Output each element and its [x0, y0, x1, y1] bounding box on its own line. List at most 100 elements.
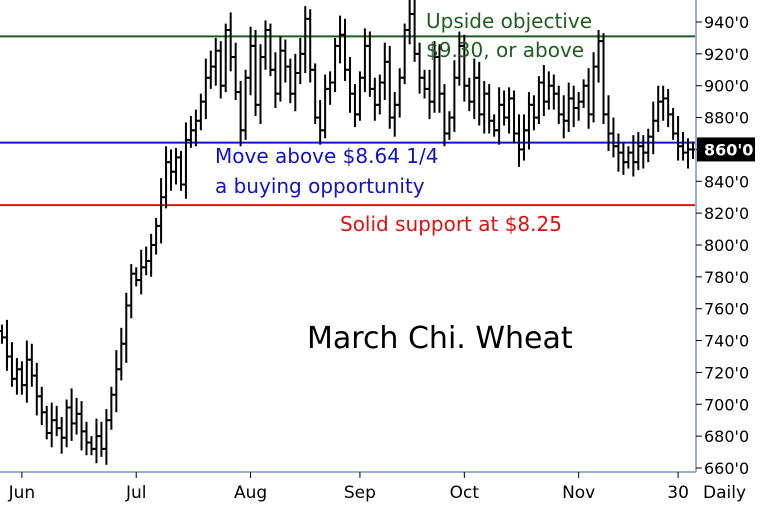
ohlc-bar: [426, 69, 433, 120]
ohlc-bar: [227, 12, 234, 72]
y-tick-label: 760'0: [704, 300, 749, 319]
ohlc-bar: [123, 292, 130, 363]
ohlc-bar: [272, 52, 279, 109]
ohlc-bar: [222, 23, 229, 93]
ohlc-bar: [53, 405, 60, 437]
ohlc-bar: [530, 95, 537, 131]
ohlc-bar: [610, 117, 617, 158]
ohlc-bar: [68, 388, 75, 441]
ohlc-bar: [282, 39, 289, 83]
ohlc-bar: [237, 80, 244, 147]
axes: 660'0 680'0 700'0 720'0 740'0 760'0 780'0 800'0…: [0, 0, 755, 503]
ohlc-bar: [411, 0, 418, 62]
ohlc-bar: [277, 36, 284, 102]
ohlc-bar: [660, 85, 667, 121]
ohlc-bar: [78, 401, 85, 451]
ohlc-bar: [43, 405, 50, 440]
x-tick-label: Sep: [344, 483, 376, 503]
x-tick-label: 30: [667, 483, 689, 503]
y-tick-label: 740'0: [704, 332, 749, 351]
ohlc-bar: [267, 23, 274, 77]
ohlc-bar: [356, 71, 363, 121]
ohlc-bar: [182, 122, 189, 199]
ohlc-bar: [148, 233, 155, 277]
ohlc-bar: [98, 421, 105, 457]
ohlc-bar: [401, 23, 408, 85]
ohlc-bar: [361, 28, 368, 93]
ohlc-bar: [0, 324, 5, 344]
ohlc-bar: [342, 18, 349, 81]
ohlc-bar: [202, 58, 209, 120]
ohlc-bar: [376, 74, 383, 115]
ohlc-bar: [486, 84, 493, 134]
y-tick-label: 800'0: [704, 236, 749, 255]
annotation-objective-line1: Upside objective: [426, 9, 592, 33]
ohlc-bar: [600, 33, 607, 124]
ohlc-bar: [441, 84, 448, 147]
y-tick-label: 900'0: [704, 77, 749, 96]
ohlc-bar: [8, 342, 15, 387]
ohlc-bar: [580, 79, 587, 109]
ohlc-bar: [565, 82, 572, 132]
ohlc-bar: [555, 85, 562, 124]
ohlc-bar: [3, 319, 10, 371]
ohlc-bar: [48, 402, 55, 448]
ohlc-bar: [595, 29, 602, 83]
ohlc-bar: [471, 58, 478, 120]
last-price-label: 860'0: [704, 140, 753, 159]
ohlc-bar: [38, 386, 45, 425]
ohlc-bar: [516, 114, 523, 167]
y-tick-label: 680'0: [704, 427, 749, 446]
ohlc-bar: [525, 92, 532, 150]
ohlc-bar: [58, 417, 65, 454]
ohlc-bar: [545, 71, 552, 110]
ohlc-bar: [327, 71, 334, 105]
ohlc-bar: [13, 358, 20, 395]
ohlc-bar: [128, 264, 135, 319]
y-tick-label: 840'0: [704, 172, 749, 191]
ohlc-bar: [476, 61, 483, 126]
reference-lines: [0, 35, 695, 207]
ohlc-bar: [242, 69, 249, 140]
ohlc-bar: [113, 350, 120, 413]
ohlc-bar: [496, 87, 503, 145]
ohlc-bar: [337, 15, 344, 64]
ohlc-bar: [73, 397, 80, 435]
ohlc-bar: [118, 327, 125, 381]
ohlc-bar: [287, 58, 294, 104]
ohlc-bar: [366, 31, 373, 97]
ohlc-bar: [630, 135, 637, 177]
ohlc-bar: [575, 92, 582, 121]
y-tick-label: 920'0: [704, 45, 749, 64]
ohlc-bar: [28, 343, 35, 387]
ohlc-bar: [252, 29, 259, 116]
y-tick-label: 820'0: [704, 204, 749, 223]
ohlc-bar: [88, 436, 95, 456]
ohlc-bar: [197, 93, 204, 131]
ohlc-bar: [312, 63, 319, 124]
chart-title: March Chi. Wheat: [307, 321, 573, 356]
ohlc-bar: [396, 68, 403, 118]
ohlc-bar: [262, 20, 269, 70]
ohlc-bar: [680, 131, 687, 161]
ohlc-bar: [491, 114, 498, 137]
ohlc-bar: [103, 409, 110, 465]
ohlc-bar: [207, 50, 214, 89]
ohlc-bar: [665, 88, 672, 128]
ohlc-bar: [83, 421, 90, 456]
ohlc-bar: [153, 217, 160, 255]
ohlc-bar: [108, 386, 115, 430]
ohlc-bar: [307, 9, 314, 83]
ohlc-bar: [501, 90, 508, 126]
ohlc-bar: [93, 418, 100, 464]
ohlc-bar: [625, 146, 632, 169]
ohlc-bar: [212, 37, 219, 86]
ohlc-bar: [302, 6, 309, 73]
x-tick-label: Aug: [234, 483, 267, 503]
ohlc-bar: [133, 267, 140, 287]
y-tick-label: 940'0: [704, 13, 749, 32]
ohlc-bar: [172, 147, 179, 185]
ohlc-bar: [466, 77, 473, 112]
